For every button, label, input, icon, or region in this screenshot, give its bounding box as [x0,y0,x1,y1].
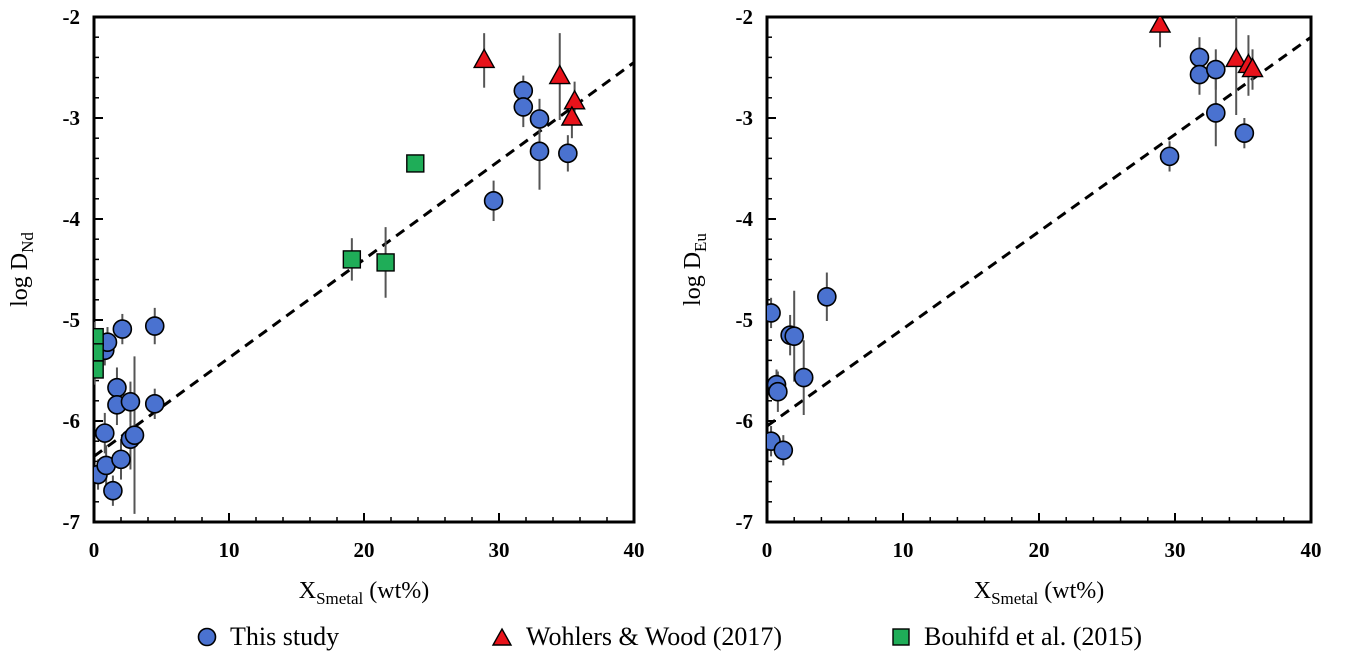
data-point-bouhifd [343,251,360,268]
data-point-this-study [104,482,122,500]
x-tick-label: 40 [1301,538,1322,562]
data-point-this-study [1235,124,1253,142]
y-tick-label: -2 [63,5,81,29]
x-axis-label: XSmetal (wt%) [299,578,430,608]
y-tick-label: -5 [63,308,81,332]
x-tick-label: 30 [489,538,510,562]
data-point-this-study [1190,48,1208,66]
data-point-this-study [531,142,549,160]
data-point-this-study [785,327,803,345]
data-point-bouhifd [86,361,103,378]
circle-marker-icon [196,626,218,648]
x-axis-label: XSmetal (wt%) [974,578,1105,608]
y-tick-label: -6 [736,409,754,433]
legend-item-wohlers: Wohlers & Wood (2017) [490,622,782,652]
triangle-marker-icon [490,626,514,648]
left-panel: -7 -6 -5 -4 -3 -2 0 10 20 30 40 XSmetal (wt%) log DN… [7,5,645,608]
data-point-this-study [146,395,164,413]
data-point-this-study [126,426,144,444]
data-point-this-study [108,379,126,397]
x-tick-label: 10 [219,538,240,562]
data-point-this-study [769,383,787,401]
y-tick-label: -7 [736,510,754,534]
y-tick-label: -2 [736,5,754,29]
y-tick-label: -3 [736,106,754,130]
y-axis-label: log DEu [680,233,710,306]
y-tick-label: -3 [63,106,81,130]
data-point-this-study [112,450,130,468]
data-point-this-study [96,424,114,442]
data-point-this-study [774,441,792,459]
y-axis-label: log DNd [7,232,37,307]
x-tick-label: 20 [1029,538,1050,562]
x-tick-label: 30 [1165,538,1186,562]
data-layer [762,3,1311,466]
y-tick-label: -4 [736,207,754,231]
data-point-this-study [531,110,549,128]
data-point-this-study [762,304,780,322]
data-point-this-study [121,393,139,411]
data-layer [86,33,634,514]
square-marker-icon [890,626,912,648]
data-point-this-study [514,98,532,116]
data-point-bouhifd [407,155,424,172]
data-point-this-study [1161,147,1179,165]
data-point-wohlers [474,49,494,67]
data-point-this-study [485,192,503,210]
data-point-this-study [559,144,577,162]
data-point-this-study [1190,66,1208,84]
data-point-this-study [514,82,532,100]
y-tick-label: -5 [736,308,754,332]
y-tick-label: -7 [63,510,81,534]
data-point-bouhifd [377,254,394,271]
legend-label-wohlers: Wohlers & Wood (2017) [526,622,782,652]
x-tick-label: 0 [762,538,773,562]
data-point-this-study [1207,104,1225,122]
data-point-wohlers [550,66,570,84]
legend-item-bouhifd: Bouhifd et al. (2015) [890,622,1142,652]
data-point-this-study [795,369,813,387]
data-point-this-study [113,320,131,338]
data-point-wohlers [562,107,582,125]
fit-line [94,62,634,456]
legend: This study Wohlers & Wood (2017) Bouhifd… [0,622,1348,662]
legend-item-this-study: This study [196,622,339,652]
data-point-this-study [1207,61,1225,79]
data-point-this-study [818,288,836,306]
plot-frame [767,17,1311,522]
data-point-this-study [146,317,164,335]
plot-frame [94,17,634,522]
x-tick-label: 10 [893,538,914,562]
fit-line [767,37,1311,426]
data-point-bouhifd [86,344,103,361]
y-tick-label: -6 [63,409,81,433]
y-tick-label: -4 [63,207,81,231]
x-tick-label: 40 [624,538,645,562]
right-panel: -7 -6 -5 -4 -3 -2 0 10 20 30 40 XSmetal (wt%) log DE… [680,3,1322,608]
legend-label-bouhifd: Bouhifd et al. (2015) [924,622,1142,652]
x-tick-label: 0 [89,538,100,562]
x-tick-label: 20 [354,538,375,562]
legend-label-this-study: This study [230,622,339,652]
